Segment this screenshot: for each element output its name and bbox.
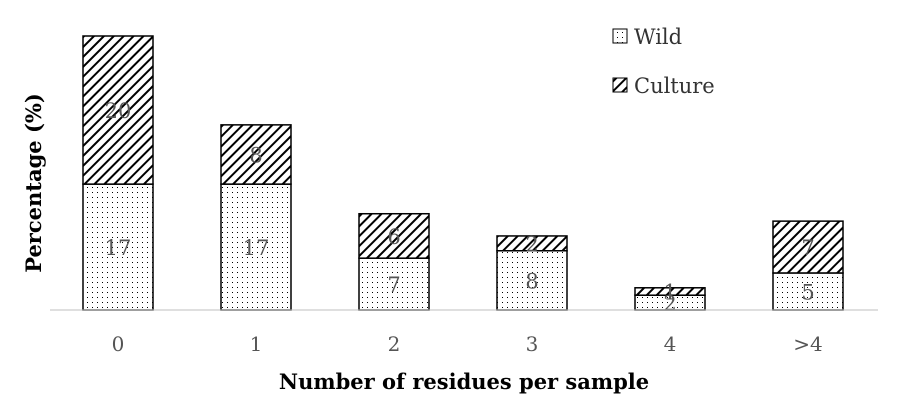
bar-culture-3 (496, 235, 568, 252)
data-label-wild-2: 7 (387, 273, 400, 297)
x-tick-label-2: 2 (388, 332, 401, 356)
data-label-culture-0: 20 (105, 99, 132, 123)
bar-wild-5 (772, 272, 844, 311)
data-label-wild-5: 5 (801, 280, 814, 304)
data-label-culture-2: 6 (387, 225, 400, 249)
data-label-wild-0: 17 (105, 236, 132, 260)
bar-culture-1 (220, 124, 292, 185)
y-axis-title: Percentage (%) (21, 93, 46, 273)
x-tick-label-4: 4 (664, 332, 677, 356)
bars-layer (82, 35, 844, 311)
x-tick-label-5: >4 (793, 332, 822, 356)
bar-wild-0 (82, 183, 154, 311)
data-label-culture-3: 2 (525, 232, 538, 256)
bar-culture-5 (772, 220, 844, 274)
bar-culture-0 (82, 35, 154, 185)
x-tick-label-0: 0 (112, 332, 125, 356)
x-tick-labels: 0 1 2 3 4 >4 (112, 332, 823, 356)
legend-swatch-wild (612, 28, 628, 44)
data-label-culture-5: 7 (801, 236, 814, 260)
legend-item-wild: Wild (612, 25, 682, 49)
x-axis-title: Number of residues per sample (279, 369, 649, 394)
x-tick-label-1: 1 (250, 332, 263, 356)
data-label-wild-1: 17 (243, 236, 270, 260)
bar-culture-4 (634, 287, 706, 296)
data-label-culture-4: 1 (663, 280, 676, 304)
data-label-wild-3: 8 (525, 269, 538, 293)
legend-label-wild: Wild (634, 25, 682, 49)
legend: Wild Culture (612, 25, 715, 98)
bar-culture-2 (358, 212, 430, 259)
legend-swatch-culture (612, 77, 628, 93)
legend-item-culture: Culture (612, 74, 715, 98)
data-label-culture-1: 8 (249, 143, 262, 167)
x-tick-label-3: 3 (526, 332, 539, 356)
legend-label-culture: Culture (634, 74, 715, 98)
